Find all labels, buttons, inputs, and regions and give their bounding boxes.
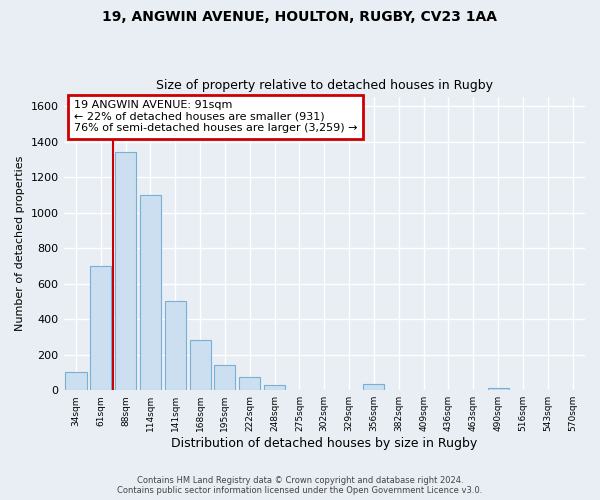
Text: 19 ANGWIN AVENUE: 91sqm
← 22% of detached houses are smaller (931)
76% of semi-d: 19 ANGWIN AVENUE: 91sqm ← 22% of detache… bbox=[74, 100, 358, 134]
Bar bbox=[115, 152, 136, 390]
Bar bbox=[488, 388, 509, 390]
X-axis label: Distribution of detached houses by size in Rugby: Distribution of detached houses by size … bbox=[171, 437, 478, 450]
Bar bbox=[190, 340, 211, 390]
Text: 19, ANGWIN AVENUE, HOULTON, RUGBY, CV23 1AA: 19, ANGWIN AVENUE, HOULTON, RUGBY, CV23 … bbox=[103, 10, 497, 24]
Bar bbox=[90, 266, 112, 390]
Bar bbox=[364, 384, 385, 390]
Bar bbox=[239, 377, 260, 390]
Y-axis label: Number of detached properties: Number of detached properties bbox=[15, 156, 25, 332]
Bar bbox=[214, 366, 235, 390]
Title: Size of property relative to detached houses in Rugby: Size of property relative to detached ho… bbox=[156, 79, 493, 92]
Text: Contains HM Land Registry data © Crown copyright and database right 2024.
Contai: Contains HM Land Registry data © Crown c… bbox=[118, 476, 482, 495]
Bar bbox=[140, 195, 161, 390]
Bar bbox=[264, 385, 285, 390]
Bar bbox=[165, 302, 186, 390]
Bar bbox=[65, 372, 86, 390]
